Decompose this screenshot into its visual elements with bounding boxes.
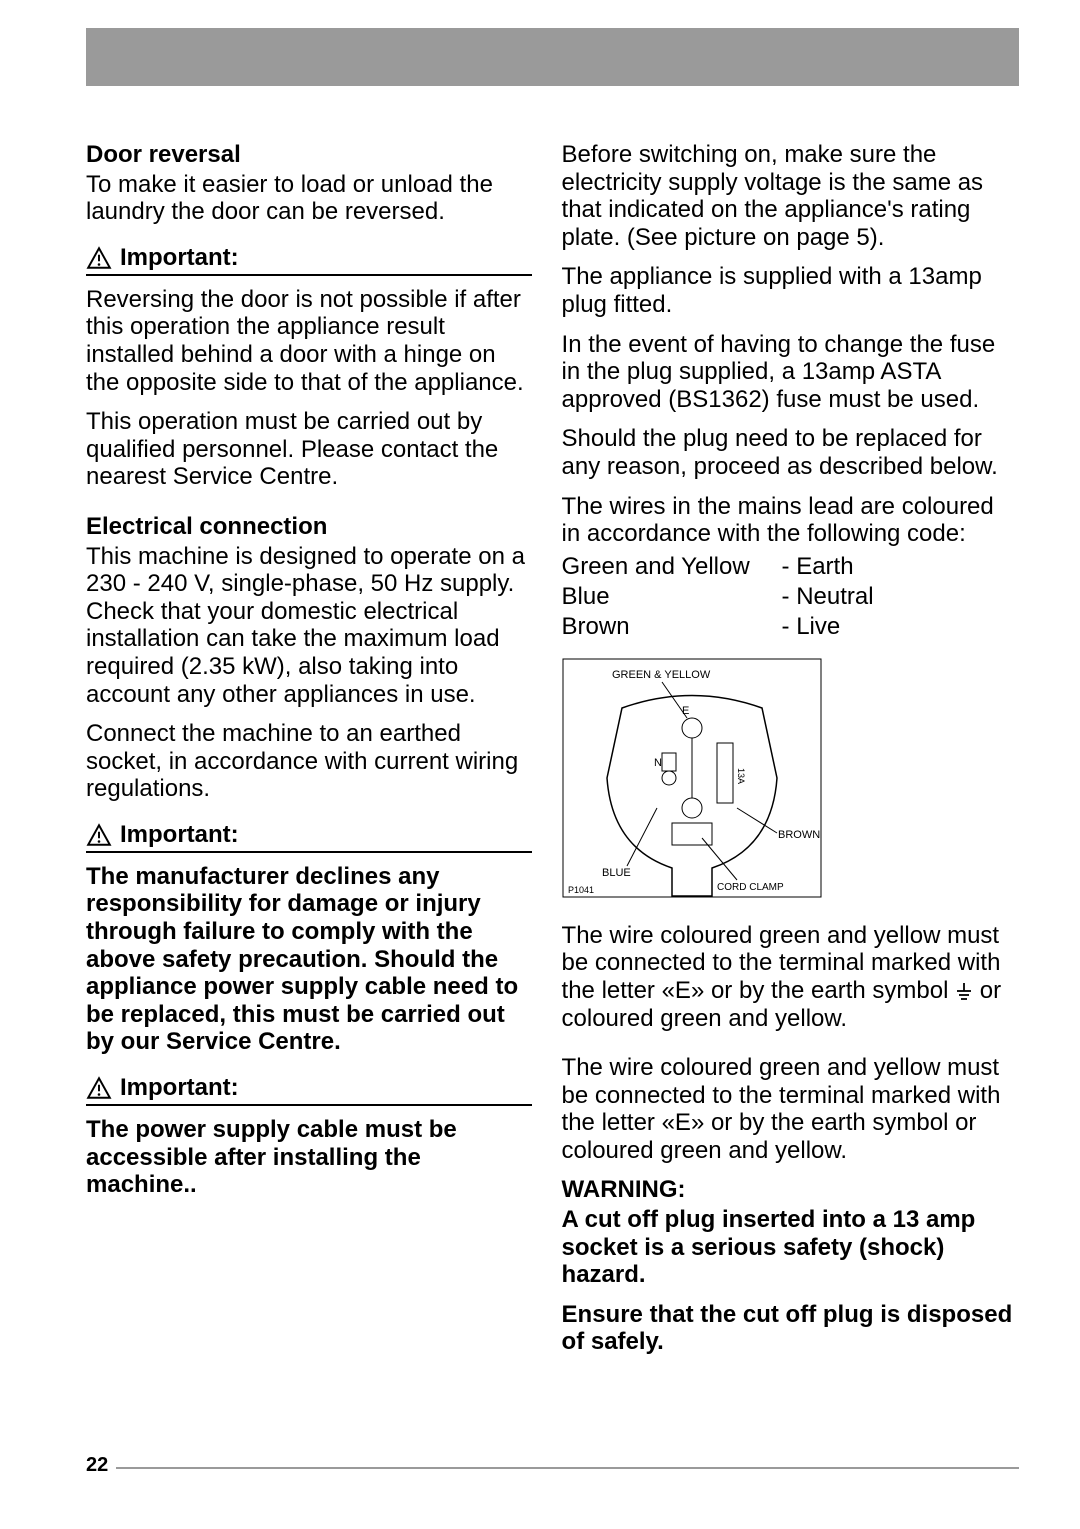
important-1-label: Important: <box>120 244 239 272</box>
door-reversal-heading: Door reversal <box>86 141 532 169</box>
plug-label-blue: BLUE <box>602 867 631 879</box>
page-footer-rule <box>116 1467 1019 1469</box>
plug-fig-id: P1041 <box>568 885 594 895</box>
important-1-text-1: Reversing the door is not possible if af… <box>86 286 532 396</box>
left-column: Door reversal To make it easier to load … <box>86 141 532 1368</box>
important-2-underline <box>86 851 532 853</box>
electrical-text-1: This machine is designed to operate on a… <box>86 543 532 709</box>
wire-row-label: - Live <box>782 612 922 642</box>
right-para-4: Should the plug need to be replaced for … <box>562 425 1019 480</box>
right-para-3: In the event of having to change the fus… <box>562 331 1019 414</box>
warning-heading: WARNING: <box>562 1176 1019 1204</box>
earth-symbol-icon <box>955 981 973 1003</box>
important-1-text-2: This operation must be carried out by qu… <box>86 408 532 491</box>
plug-label-cord-clamp: CORD CLAMP <box>717 882 784 893</box>
door-reversal-text: To make it easier to load or unload the … <box>86 171 532 226</box>
warning-icon <box>86 822 112 848</box>
header-bar <box>86 28 1019 86</box>
plug-label-brown: BROWN <box>778 829 820 841</box>
important-3-text: The power supply cable must be accessibl… <box>86 1116 532 1199</box>
wire-row-label: - Neutral <box>782 582 922 612</box>
right-para-1: Before switching on, make sure the elect… <box>562 141 1019 251</box>
content-columns: Door reversal To make it easier to load … <box>86 141 1019 1368</box>
wire-row-label: - Earth <box>782 552 922 582</box>
wire-color-table: Green and Yellow - Earth Blue - Neutral … <box>562 552 1019 642</box>
right-para-7: The wire coloured green and yellow must … <box>562 1054 1019 1164</box>
plug-label-e: E <box>682 705 689 717</box>
warning-icon <box>86 1075 112 1101</box>
plug-label-green-yellow: GREEN & YELLOW <box>612 669 711 681</box>
page-number: 22 <box>86 1454 108 1477</box>
warning-icon <box>86 245 112 271</box>
right-para-5: The wires in the mains lead are coloured… <box>562 493 1019 548</box>
important-3-label: Important: <box>120 1074 239 1102</box>
page: Door reversal To make it easier to load … <box>0 0 1080 1529</box>
plug-wiring-figure: GREEN & YELLOW E N 13A BROWN BLUE CORD C… <box>562 658 822 898</box>
wire-row-color: Green and Yellow <box>562 552 782 582</box>
important-1-row: Important: <box>86 244 532 272</box>
important-3-row: Important: <box>86 1074 532 1102</box>
important-2-label: Important: <box>120 821 239 849</box>
important-2-row: Important: <box>86 821 532 849</box>
important-1-underline <box>86 274 532 276</box>
warning-text-2: Ensure that the cut off plug is disposed… <box>562 1301 1019 1356</box>
important-3-underline <box>86 1104 532 1106</box>
electrical-text-2: Connect the machine to an earthed socket… <box>86 720 532 803</box>
right-column: Before switching on, make sure the elect… <box>562 141 1019 1368</box>
plug-label-fuse: 13A <box>736 768 746 784</box>
wire-row-color: Blue <box>562 582 782 612</box>
right-para-2: The appliance is supplied with a 13amp p… <box>562 263 1019 318</box>
plug-label-n: N <box>654 757 662 769</box>
electrical-heading: Electrical connection <box>86 513 532 541</box>
right-para-6: The wire coloured green and yellow must … <box>562 922 1019 1032</box>
wire-row-color: Brown <box>562 612 782 642</box>
warning-text-1: A cut off plug inserted into a 13 amp so… <box>562 1206 1019 1289</box>
important-2-text: The manufacturer declines any responsibi… <box>86 863 532 1056</box>
